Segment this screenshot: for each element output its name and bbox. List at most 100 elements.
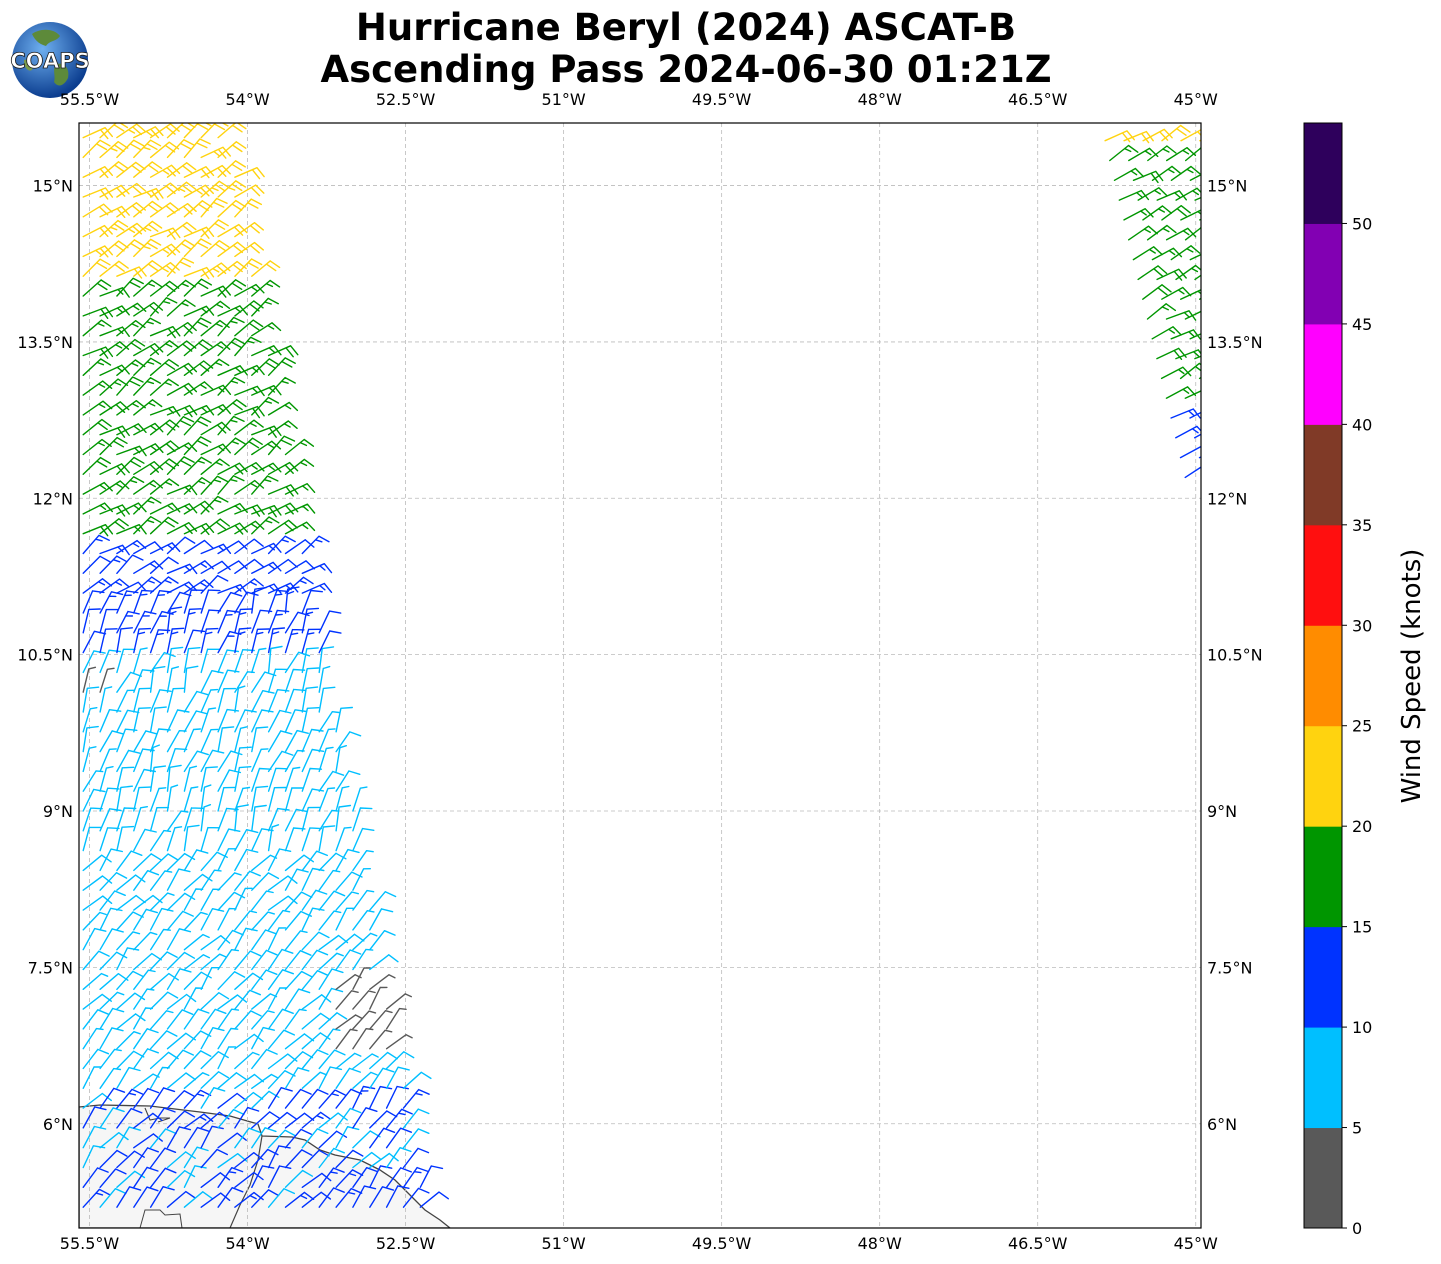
wind-barb [183,750,209,773]
wind-barb [267,401,299,416]
wind-barb [352,990,376,1010]
plot-title-line2: Ascending Pass 2024-06-30 01:21Z [320,48,1052,91]
wind-barb [183,436,212,456]
wind-barb [217,241,248,258]
wind-barb [1132,246,1163,261]
wind-barb [217,376,246,396]
wind-barb [284,1008,307,1030]
wind-barb [166,1190,196,1208]
wind-barb [183,381,214,396]
wind-barb [318,1049,346,1070]
wind-barb [251,969,278,990]
wind-barb [82,578,113,594]
wind-barb [369,986,388,1010]
wind-barb [369,930,396,951]
wind-barb [149,576,179,594]
lat-tick-label-left: 13.5°N [17,333,73,352]
wind-barb [149,972,179,990]
wind-barb [318,1147,345,1169]
wind-barb [133,853,162,872]
wind-barb [352,868,371,891]
lon-tick-label-top: 52.5°W [376,90,436,109]
wind-barb [318,665,331,693]
wind-barb [267,519,298,535]
wind-barb [183,954,211,971]
wind-barb [267,668,288,693]
wind-barb [318,646,335,674]
wind-barb [251,425,282,438]
wind-barb [82,1009,110,1030]
wind-barb [251,767,272,792]
wind-barb [217,560,248,574]
wind-barb [217,522,248,535]
wind-barb [200,609,222,634]
wind-barb [133,647,148,674]
wind-barb [166,299,196,317]
wind-barb [149,806,169,832]
wind-barb [166,666,180,693]
wind-barb [267,807,290,832]
wind-barb [251,297,279,317]
wind-barb [183,911,208,931]
wind-barb [267,909,291,931]
wind-barb [1161,124,1191,142]
wind-barb [234,950,262,971]
wind-barb [1194,433,1201,439]
wind-barb [318,1012,348,1030]
colorbar-bin [1304,926,1342,1028]
wind-barb [116,728,138,753]
wind-barb [133,516,162,535]
wind-barb [318,910,342,931]
wind-barb [301,647,319,674]
wind-barb [200,1087,226,1109]
wind-barb [1184,310,1201,320]
wind-barb [251,279,281,297]
wind-barb [133,479,163,495]
wind-barb [234,198,262,218]
wind-barb [301,607,320,634]
wind-barb [335,1028,358,1050]
wind-barb [318,869,341,891]
wind-barb [301,748,325,773]
wind-barb [133,238,162,258]
wind-barb [166,536,196,555]
wind-barb [267,345,299,358]
wind-barb [251,785,269,812]
wind-barb [116,785,133,812]
wind-barb [284,787,304,812]
wind-barb [200,518,230,535]
wind-barb [133,461,164,475]
wind-barb [318,746,334,773]
lat-tick-label-right: 12°N [1207,489,1247,508]
wind-barb [166,627,185,654]
wind-barb [301,788,325,812]
wind-barb [385,1007,407,1030]
wind-barb [217,994,248,1010]
wind-barb [267,376,296,396]
wind-barb [284,988,311,1010]
wind-barb [200,953,227,971]
wind-barb [385,1034,413,1050]
wind-barb [1123,208,1154,221]
wind-barb [217,828,241,852]
wind-barb [284,1088,312,1109]
wind-barb [1199,218,1201,221]
wind-barb [166,123,196,139]
wind-barb [251,929,277,951]
wind-barb [166,687,186,713]
wind-barb [183,317,212,337]
wind-barb [284,576,314,594]
wind-barb [1180,128,1201,142]
wind-barb [267,1087,293,1109]
wind-barb [116,423,147,436]
wind-barb [335,1014,363,1030]
wind-barb [99,341,130,357]
wind-barb [1184,466,1201,479]
border-line-1 [229,1135,263,1228]
wind-barb [385,1051,415,1070]
wind-barb [335,785,350,812]
wind-barb [166,709,190,733]
river-line [139,1209,183,1228]
wind-barb [166,591,192,614]
wind-barb [1175,349,1201,360]
